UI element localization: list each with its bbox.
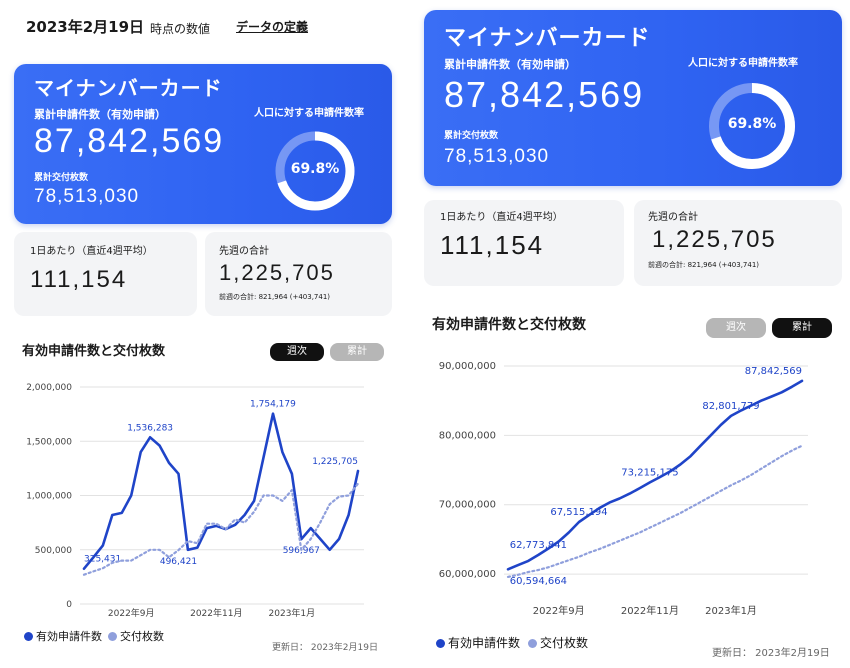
right-cumulative-chart: 60,000,000 70,000,000 80,000,000 90,000,000…: [439, 361, 808, 617]
header-note: 時点の数値: [150, 22, 211, 36]
left-weekly-chart: 0 500,000 1,000,000 1,500,000 2,000,000 2022年…: [26, 383, 364, 619]
x-tick-label: 2023年1月: [705, 604, 757, 617]
toggle-cumulative[interactable]: 累計: [772, 318, 832, 338]
daily-value: 111,154: [440, 230, 545, 260]
x-tick-label: 2022年11月: [190, 607, 242, 619]
y-tick-label: 1,000,000: [26, 492, 72, 502]
data-label: 496,421: [160, 557, 197, 567]
data-label: 73,215,175: [621, 467, 678, 478]
daily-label: 1日あたり（直近4週平均）: [30, 246, 153, 257]
toggle-weekly[interactable]: 週次: [706, 318, 766, 338]
legend-applications[interactable]: 有効申請件数: [24, 628, 102, 644]
card-title: マイナンバーカード: [34, 76, 223, 100]
data-label: 62,773,841: [510, 540, 567, 551]
weekly-value: 1,225,705: [219, 260, 335, 285]
applications-value: 87,842,569: [34, 122, 225, 160]
data-label: 82,801,779: [702, 401, 759, 412]
y-tick-label: 70,000,000: [439, 500, 496, 511]
y-tick-label: 500,000: [35, 546, 72, 556]
updated-date: 更新日： 2023年2月19日: [272, 643, 378, 653]
legend-applications-label: 有効申請件数: [448, 636, 521, 650]
legend-dot-icon: [108, 632, 117, 641]
issued-value: 78,513,030: [34, 186, 140, 207]
rate-donut-arc: [709, 83, 795, 169]
series-line-issued: [82, 482, 360, 576]
legend-issued[interactable]: 交付枚数: [528, 634, 588, 651]
right-weekly-card: 先週の合計 1,225,705 前週の合計: 821,964 (+403,741…: [634, 200, 842, 286]
weekly-sub: 前週の合計: 821,964 (+403,741): [648, 261, 760, 269]
x-tick-label: 2022年9月: [108, 607, 155, 619]
legend-applications-label: 有効申請件数: [36, 630, 102, 643]
y-tick-label: 0: [66, 600, 72, 610]
weekly-sub: 前週の合計: 821,964 (+403,741): [219, 293, 331, 301]
card-title: マイナンバーカード: [444, 26, 651, 51]
y-tick-label: 90,000,000: [439, 361, 496, 372]
applications-label: 累計申請件数（有効申請）: [444, 58, 576, 71]
data-definition-link[interactable]: データの定義: [236, 20, 309, 34]
updated-date: 更新日： 2023年2月19日: [712, 648, 830, 659]
series-line-issued: [506, 444, 804, 578]
daily-label: 1日あたり（直近4週平均）: [440, 212, 563, 223]
rate-value: 69.8%: [727, 116, 777, 132]
data-label: 1,225,705: [312, 457, 358, 467]
weekly-label: 先週の合計: [219, 246, 269, 257]
legend-dot-icon: [528, 639, 537, 648]
weekly-label: 先週の合計: [648, 212, 698, 223]
issued-value: 78,513,030: [444, 146, 550, 167]
legend-issued-label: 交付枚数: [120, 630, 164, 643]
right-mynumber-card: マイナンバーカード 累計申請件数（有効申請） 87,842,569 累計交付枚数…: [424, 10, 842, 186]
y-tick-label: 80,000,000: [439, 430, 496, 441]
weekly-value: 1,225,705: [652, 226, 777, 253]
issued-label: 累計交付枚数: [444, 131, 499, 141]
legend-applications[interactable]: 有効申請件数: [436, 634, 520, 651]
left-mynumber-card: マイナンバーカード 累計申請件数（有効申請） 87,842,569 累計交付枚数…: [14, 64, 392, 224]
left-weekly-card: 先週の合計 1,225,705 前週の合計: 821,964 (+403,741…: [205, 232, 392, 316]
daily-value: 111,154: [30, 266, 128, 293]
y-tick-label: 2,000,000: [26, 383, 72, 393]
rate-value: 69.8%: [290, 161, 340, 177]
rate-label: 人口に対する申請件数率: [254, 108, 364, 119]
legend-issued-label: 交付枚数: [540, 636, 589, 650]
issued-label: 累計交付枚数: [34, 173, 89, 183]
data-label: 1,754,179: [250, 400, 296, 410]
data-label: 325,431: [84, 555, 121, 565]
right-chart-title: 有効申請件数と交付枚数: [432, 317, 586, 333]
toggle-cumulative[interactable]: 累計: [330, 343, 384, 361]
rate-donut-arc: [275, 131, 355, 211]
series-line-applications: [506, 379, 804, 571]
x-tick-label: 2022年11月: [621, 604, 679, 617]
left-chart-title: 有効申請件数と交付枚数: [22, 344, 166, 359]
rate-label: 人口に対する申請件数率: [688, 58, 798, 69]
data-label: 60,594,664: [510, 576, 567, 587]
left-daily-card: 1日あたり（直近4週平均） 111,154: [14, 232, 197, 316]
legend-dot-icon: [24, 632, 33, 641]
right-daily-card: 1日あたり（直近4週平均） 111,154: [424, 200, 624, 286]
header-date: 2023年2月19日: [26, 18, 145, 36]
x-tick-label: 2023年1月: [269, 607, 316, 619]
data-label: 67,515,194: [550, 507, 607, 518]
data-label: 87,842,569: [745, 366, 802, 377]
x-tick-label: 2022年9月: [533, 604, 585, 617]
applications-value: 87,842,569: [444, 74, 645, 115]
y-tick-label: 1,500,000: [26, 437, 72, 447]
applications-label: 累計申請件数（有効申請）: [34, 108, 166, 121]
data-label: 1,536,283: [127, 423, 173, 433]
data-label: 596,967: [283, 546, 320, 556]
rate-donut: 69.8%: [272, 128, 358, 214]
legend-issued[interactable]: 交付枚数: [108, 628, 164, 644]
rate-donut: 69.8%: [704, 78, 800, 174]
toggle-weekly[interactable]: 週次: [270, 343, 324, 361]
y-tick-label: 60,000,000: [439, 569, 496, 580]
legend-dot-icon: [436, 639, 445, 648]
